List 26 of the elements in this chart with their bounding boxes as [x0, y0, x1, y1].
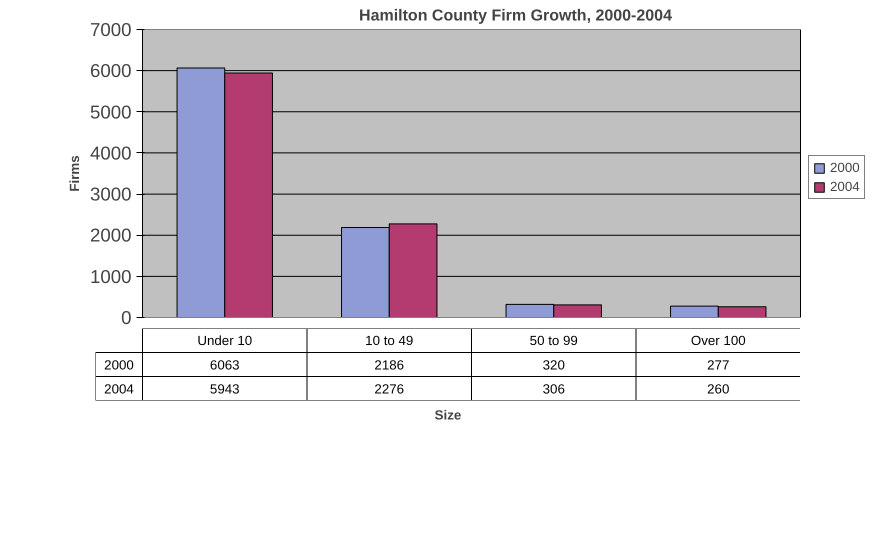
legend-label: 2004 [830, 179, 860, 194]
data-label: 306 [542, 382, 565, 396]
x-tick-label: 50 to 99 [530, 333, 578, 348]
x-tick-label: 10 to 49 [365, 333, 414, 348]
data-label: 2276 [374, 382, 404, 396]
x-tick-label: Under 10 [197, 333, 252, 348]
legend-label: 2000 [830, 160, 860, 175]
y-tick-label: 3000 [90, 184, 132, 205]
data-label: 5943 [210, 382, 240, 396]
data-label: 6063 [210, 358, 240, 372]
data-label: 320 [542, 358, 565, 372]
text: 2004 [104, 382, 134, 396]
y-tick-label: 1000 [90, 266, 132, 287]
data-label: 260 [707, 382, 730, 396]
x-axis-title: Size [434, 408, 462, 422]
y-tick-label: 5000 [90, 101, 132, 122]
chart-title: Hamilton County Firm Growth, 2000-2004 [359, 8, 672, 24]
y-tick-label: 0 [121, 307, 132, 328]
data-label: 277 [707, 358, 730, 372]
y-axis-title: Firms [66, 155, 82, 192]
y-tick-label: 4000 [90, 142, 132, 164]
y-tick-label: 6000 [90, 60, 132, 82]
y-tick-label: 7000 [90, 19, 132, 40]
y-tick-label: 2000 [90, 224, 132, 246]
x-tick-label: Over 100 [690, 333, 746, 348]
data-label: 2186 [374, 358, 404, 372]
